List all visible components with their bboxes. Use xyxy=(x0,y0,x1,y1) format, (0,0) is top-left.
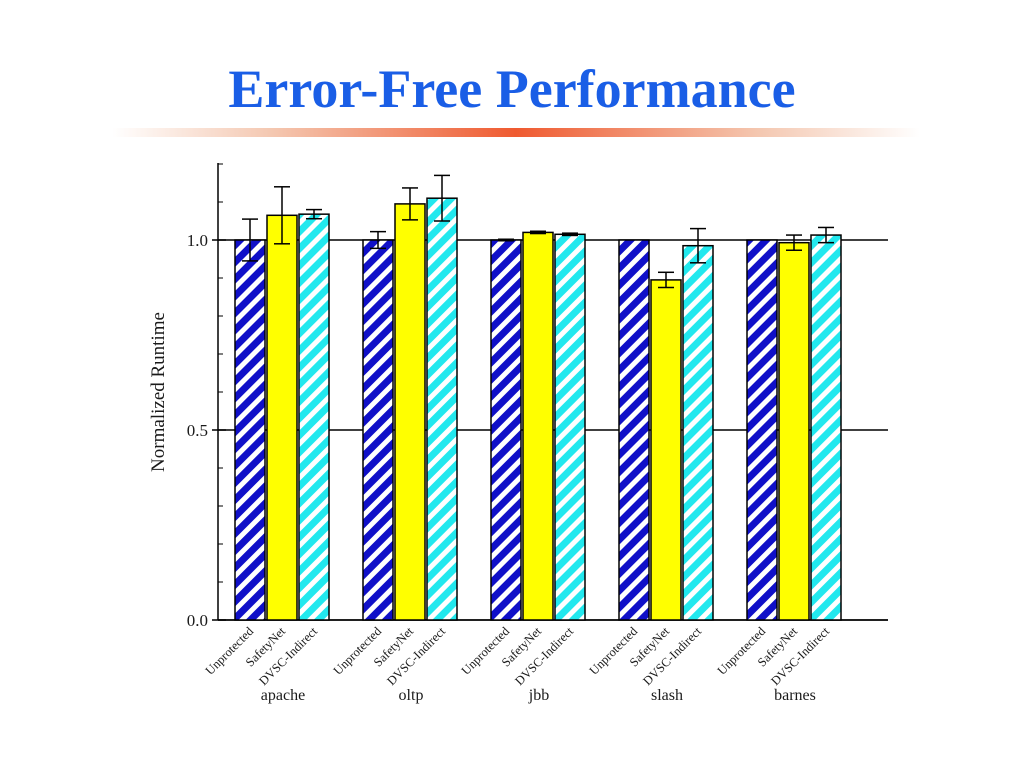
bar-jbb-1 xyxy=(522,231,554,621)
bar-apache-0 xyxy=(234,239,266,621)
x-group-label: slash xyxy=(651,687,683,704)
chart-error-bars xyxy=(242,174,834,289)
title-underline xyxy=(112,128,920,137)
x-group-label: oltp xyxy=(399,687,424,704)
bar-apache-1 xyxy=(266,214,298,621)
x-series-label: Unprotected xyxy=(203,624,257,678)
y-tick-label: 0.0 xyxy=(187,611,208,630)
x-group-label: jbb xyxy=(528,687,549,704)
y-axis-label: Normalized Runtime xyxy=(148,312,169,472)
x-series-label: Unprotected xyxy=(459,624,513,678)
bar-oltp-2 xyxy=(426,197,458,621)
x-group-label: apache xyxy=(261,687,305,704)
bar-oltp-0 xyxy=(362,239,394,621)
bar-barnes-2 xyxy=(810,234,842,621)
y-tick-label: 0.5 xyxy=(187,421,208,440)
bar-barnes-1 xyxy=(778,241,810,621)
bar-barnes-0 xyxy=(746,239,778,621)
chart-bars xyxy=(234,197,842,621)
bar-slash-2 xyxy=(682,244,714,621)
page-title: Error-Free Performance xyxy=(228,59,796,119)
bar-slash-0 xyxy=(618,239,650,621)
bar-oltp-1 xyxy=(394,203,426,621)
x-series-label: Unprotected xyxy=(331,624,385,678)
y-tick-label: 1.0 xyxy=(187,231,208,250)
bar-jbb-2 xyxy=(554,233,586,621)
x-series-label: Unprotected xyxy=(587,624,641,678)
bar-slash-1 xyxy=(650,279,682,621)
x-series-label: Unprotected xyxy=(715,624,769,678)
x-group-label: barnes xyxy=(774,687,816,704)
bar-apache-2 xyxy=(298,213,330,621)
bar-jbb-0 xyxy=(490,239,522,621)
